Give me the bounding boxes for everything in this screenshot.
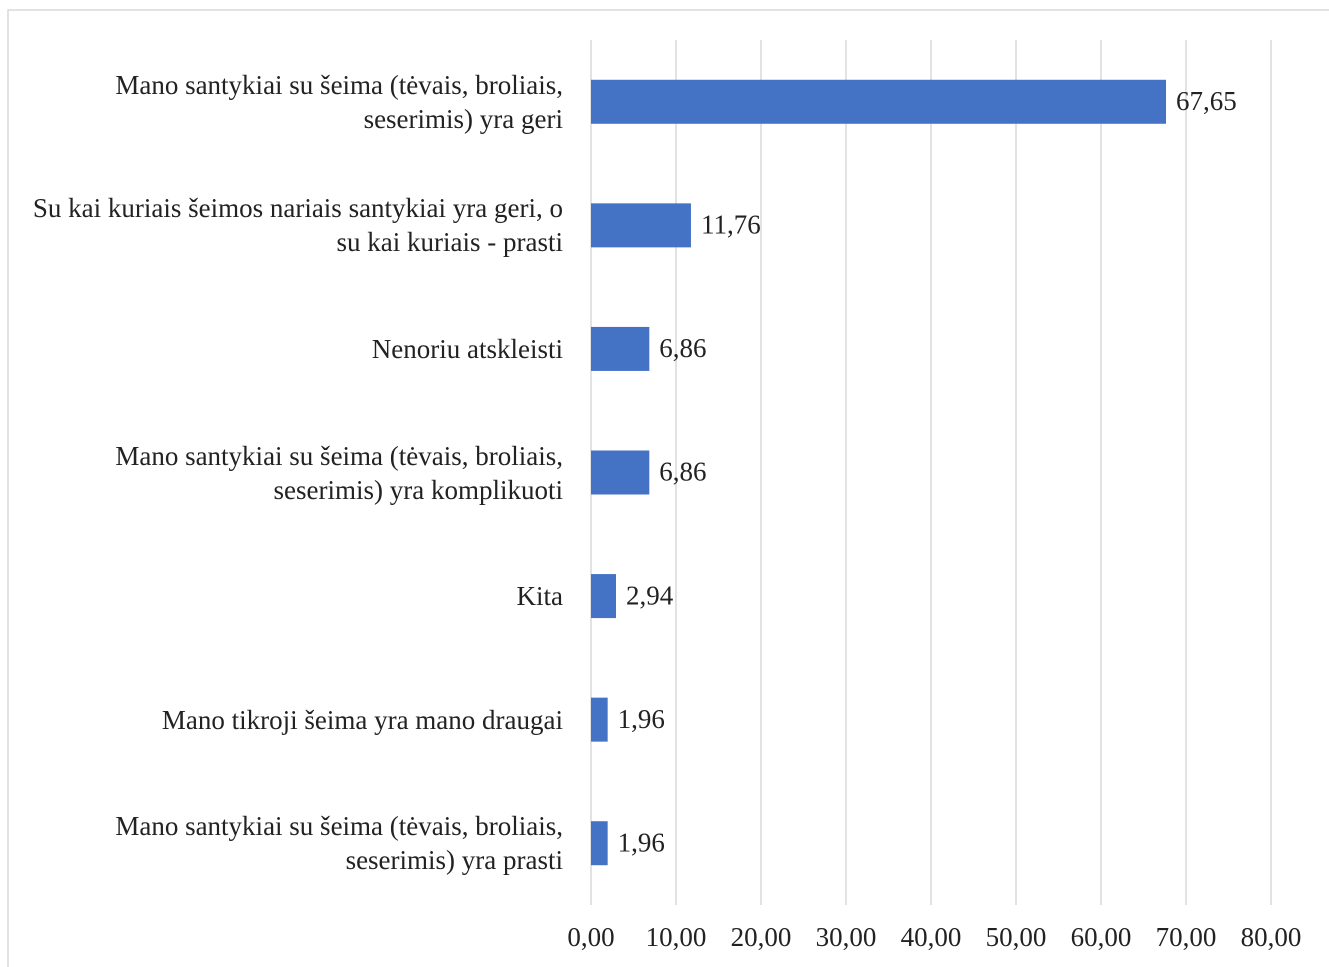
- bar: [591, 450, 650, 495]
- data-label: 67,65: [1176, 86, 1237, 116]
- category-label: Mano santykiai su šeima (tėvais, broliai…: [115, 69, 563, 134]
- x-tick-label: 20,00: [731, 922, 792, 952]
- x-tick-label: 60,00: [1071, 922, 1132, 952]
- x-tick-label: 50,00: [986, 922, 1047, 952]
- x-tick-label: 0,00: [567, 922, 614, 952]
- category-label: Mano tikroji šeima yra mano draugai: [161, 704, 563, 735]
- x-tick-label: 40,00: [901, 922, 962, 952]
- data-label: 1,96: [618, 704, 665, 734]
- data-label: 6,86: [659, 457, 706, 487]
- category-label: Mano santykiai su šeima (tėvais, broliai…: [115, 811, 563, 876]
- category-label: Kita: [516, 581, 564, 612]
- category-label: Mano santykiai su šeima (tėvais, broliai…: [115, 440, 563, 505]
- bar: [591, 697, 608, 742]
- category-label: Su kai kuriais šeimos nariais santykiai …: [32, 193, 563, 258]
- bar: [591, 821, 608, 866]
- x-tick-label: 80,00: [1241, 922, 1302, 952]
- x-tick-label: 70,00: [1156, 922, 1217, 952]
- bar: [591, 203, 691, 248]
- bar: [591, 79, 1167, 124]
- chart-border: [7, 9, 1329, 967]
- x-tick-label: 30,00: [816, 922, 877, 952]
- x-tick-label: 10,00: [646, 922, 707, 952]
- category-label: Nenoriu atskleisti: [371, 333, 563, 364]
- bar: [591, 574, 616, 619]
- data-label: 6,86: [659, 333, 706, 363]
- data-label: 2,94: [626, 580, 674, 610]
- bar: [591, 326, 650, 371]
- data-label: 1,96: [618, 827, 665, 857]
- data-label: 11,76: [701, 210, 761, 240]
